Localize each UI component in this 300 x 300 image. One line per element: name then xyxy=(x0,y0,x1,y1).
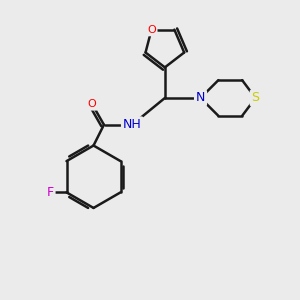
Text: O: O xyxy=(147,25,156,34)
Text: S: S xyxy=(251,92,260,104)
Text: F: F xyxy=(46,186,54,199)
Text: O: O xyxy=(88,99,96,109)
Text: N: N xyxy=(196,92,205,104)
Text: NH: NH xyxy=(123,118,142,131)
